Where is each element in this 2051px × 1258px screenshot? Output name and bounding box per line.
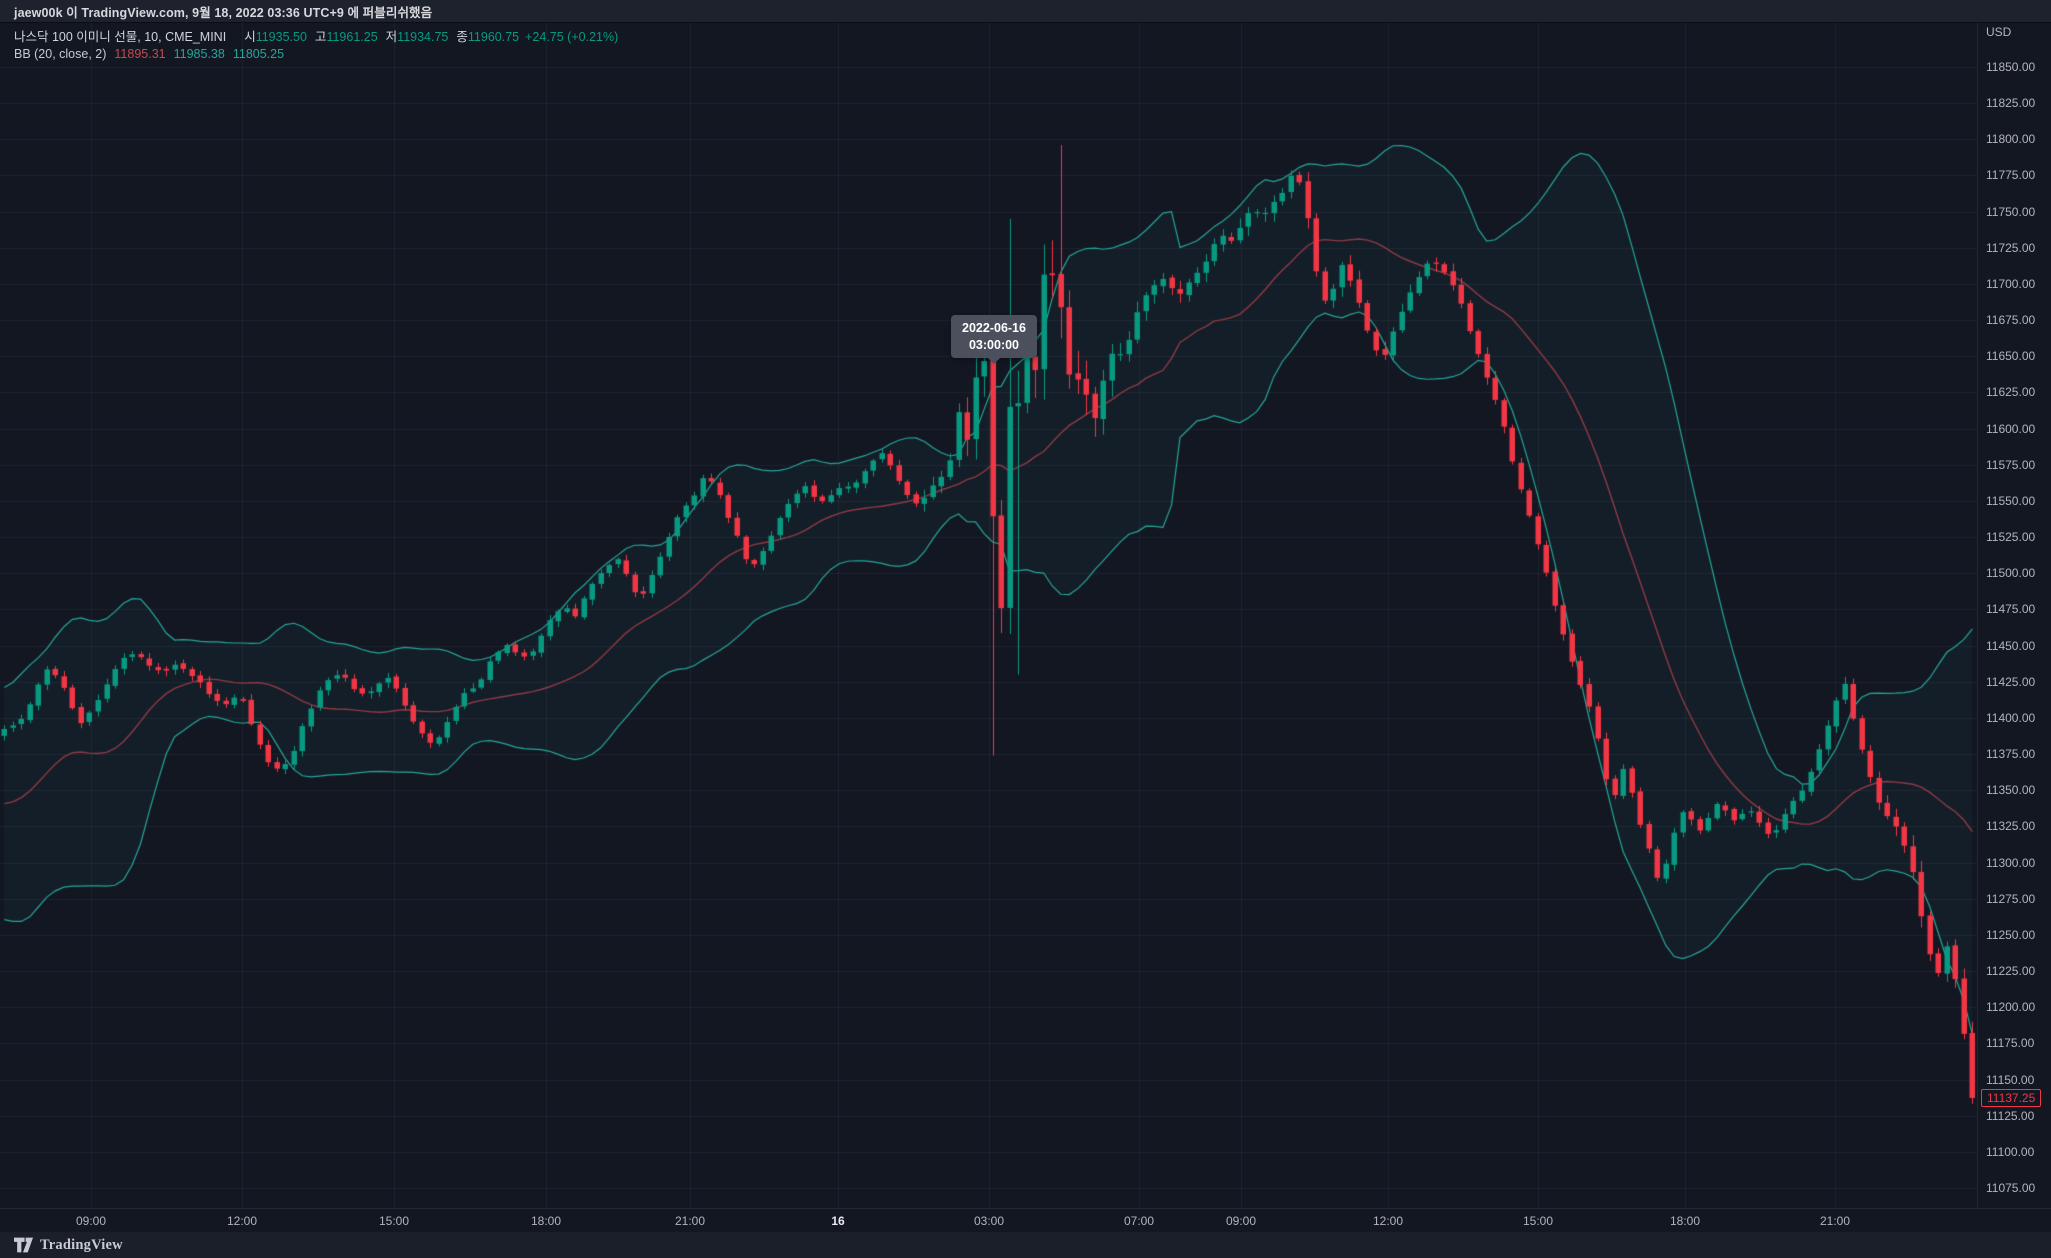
price-tick-label: 11700.00	[1986, 276, 2036, 291]
time-tick-label: 21:00	[674, 1214, 706, 1228]
price-tick-label: 11325.00	[1986, 819, 2036, 834]
date-marker-tooltip: 2022-06-16 03:00:00	[951, 315, 1037, 364]
price-tick-label: 11300.00	[1986, 855, 2036, 870]
chart-legend: 나스닥 100 이미니 선물, 10, CME_MINI 시11935.50 고11…	[14, 29, 618, 63]
price-tick-label: 11125.00	[1986, 1108, 2035, 1123]
price-tick-label: 11625.00	[1986, 385, 2036, 400]
symbol-row: 나스닥 100 이미니 선물, 10, CME_MINI 시11935.50 고11…	[14, 29, 618, 46]
time-tick-label: 18:00	[530, 1214, 562, 1228]
price-tick-label: 11450.00	[1986, 638, 2036, 653]
chart-pane[interactable]: 나스닥 100 이미니 선물, 10, CME_MINI 시11935.50 고11…	[0, 23, 1977, 1208]
open-value: 11935.50	[255, 30, 307, 44]
last-price-label: 11137.25	[1981, 1088, 2042, 1107]
price-tick-label: 11350.00	[1986, 783, 2036, 798]
time-tick-label: 03:00	[973, 1214, 1005, 1228]
bb-upper-value: 11985.38	[173, 47, 225, 61]
indicator-row: BB (20, close, 2) 11895.31 11985.38 11805.2…	[14, 46, 618, 63]
time-tick-label: 12:00	[1372, 1214, 1404, 1228]
price-tick-label: 11775.00	[1986, 168, 2036, 183]
price-tick-label: 11150.00	[1986, 1072, 2035, 1087]
publisher-bar: jaew00k 이 TradingView.com, 9월 18, 2022 0…	[0, 0, 2051, 23]
time-tick-label: 09:00	[1225, 1214, 1257, 1228]
price-tick-label: 11550.00	[1986, 493, 2036, 508]
change-value: +24.75 (+0.21%)	[525, 30, 619, 44]
bb-basis-value: 11895.31	[114, 47, 166, 61]
price-tick-label: 11200.00	[1986, 1000, 2036, 1015]
tradingview-logo[interactable]: TradingView	[14, 1237, 123, 1254]
price-tick-label: 11675.00	[1986, 313, 2036, 328]
tooltip-time: 03:00:00	[968, 338, 1020, 352]
publisher-text: jaew00k 이 TradingView.com, 9월 18, 2022 0…	[14, 5, 433, 20]
symbol-title[interactable]: 나스닥 100 이미니 선물, 10, CME_MINI	[14, 30, 227, 44]
high-label: 고	[314, 30, 327, 44]
price-tick-label: 11525.00	[1986, 530, 2036, 545]
price-tick-label: 11575.00	[1986, 457, 2036, 472]
time-tick-label: 09:00	[75, 1214, 107, 1228]
bb-lower-value: 11805.25	[232, 47, 285, 61]
tradingview-logo-text: TradingView	[40, 1236, 123, 1253]
price-tick-label: 11375.00	[1986, 747, 2036, 762]
close-value: 11960.75	[467, 30, 520, 44]
time-tick-label: 12:00	[226, 1214, 258, 1228]
bb-indicator-label[interactable]: BB (20, close, 2)	[14, 47, 107, 61]
price-tick-label: 11250.00	[1986, 927, 2036, 942]
time-axis[interactable]: 09:00 12:00 15:00 18:00 21:00 16 03:00 07:00 09:…	[0, 1208, 2051, 1233]
price-tick-label: 11400.00	[1986, 710, 2036, 725]
close-label: 종	[456, 30, 468, 44]
price-tick-label: 11275.00	[1986, 891, 2036, 906]
time-tick-label: 18:00	[1669, 1214, 1701, 1228]
time-tick-day-label: 16	[831, 1214, 845, 1228]
low-label: 저	[385, 30, 398, 44]
low-value: 11934.75	[397, 30, 449, 44]
time-tick-label: 15:00	[1522, 1214, 1554, 1228]
price-tick-label: 11175.00	[1986, 1036, 2035, 1051]
price-tick-label: 11725.00	[1986, 240, 2036, 255]
price-tick-label: 11225.00	[1986, 964, 2036, 979]
time-tick-label: 07:00	[1123, 1214, 1155, 1228]
tradingview-logo-icon	[14, 1237, 33, 1253]
price-tick-label: 11500.00	[1986, 566, 2036, 581]
time-tick-label: 15:00	[378, 1214, 410, 1228]
price-axis[interactable]: USD 11137.25 11850.00 11825.00 11800.00 117…	[1977, 23, 2051, 1208]
price-tick-label: 11100.00	[1986, 1144, 2035, 1159]
price-tick-label: 11825.00	[1986, 96, 2036, 111]
price-tick-label: 11650.00	[1986, 349, 2036, 364]
footer-strip: TradingView	[0, 1232, 2051, 1258]
price-chart-canvas[interactable]	[0, 23, 1977, 1208]
price-tick-label: 11425.00	[1986, 674, 2036, 689]
tooltip-date: 2022-06-16	[962, 321, 1026, 335]
price-tick-label: 11750.00	[1986, 204, 2036, 219]
high-value: 11961.25	[326, 30, 378, 44]
price-tick-label: 11075.00	[1986, 1181, 2036, 1195]
price-tick-label: 11800.00	[1986, 132, 2036, 147]
open-label: 시	[244, 30, 256, 44]
price-tick-label: 11600.00	[1986, 421, 2036, 436]
price-tick-label: 11475.00	[1986, 602, 2036, 617]
currency-label: USD	[1986, 25, 2012, 39]
price-tick-label: 11850.00	[1986, 60, 2036, 74]
time-tick-label: 21:00	[1819, 1214, 1851, 1228]
